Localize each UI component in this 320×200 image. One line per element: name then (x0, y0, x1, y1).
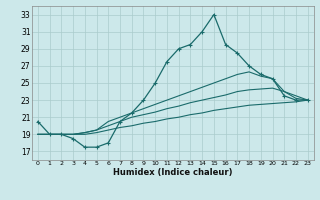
X-axis label: Humidex (Indice chaleur): Humidex (Indice chaleur) (113, 168, 233, 177)
